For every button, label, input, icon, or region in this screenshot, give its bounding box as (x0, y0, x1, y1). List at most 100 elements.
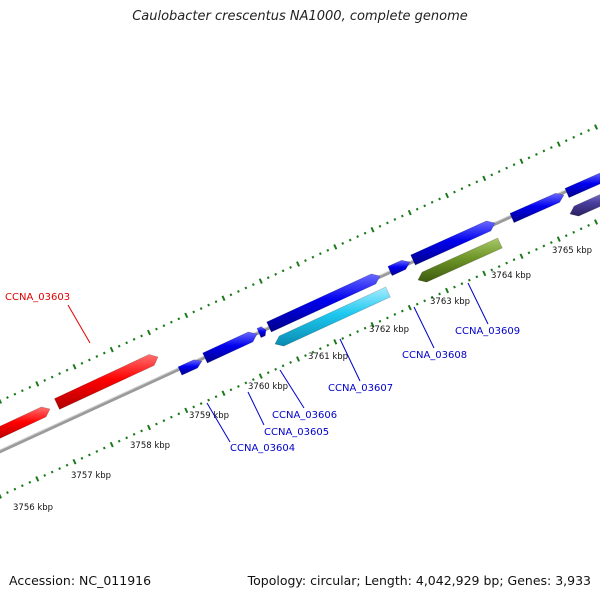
tick-mark (333, 244, 338, 250)
gene-label: CCNA_03603 (5, 292, 70, 303)
tick-mark (460, 187, 464, 191)
tick-marks (0, 124, 599, 499)
tick-mark (162, 419, 166, 423)
tick-mark (35, 476, 40, 482)
tick-mark (356, 235, 359, 239)
tick-mark (20, 484, 24, 488)
tick-mark (125, 341, 129, 345)
gene-arrow-blue (509, 192, 565, 223)
tick-mark (266, 371, 270, 375)
tick-mark (289, 266, 292, 269)
tick-mark (72, 458, 77, 465)
tick-mark (117, 344, 121, 348)
tick-mark (393, 313, 397, 316)
accession-text: Accession: NC_011916 (9, 573, 152, 588)
tick-mark (221, 390, 226, 397)
tick-mark (109, 441, 114, 448)
tick-mark (326, 248, 330, 252)
tick-mark (177, 412, 181, 416)
tick-mark (445, 287, 450, 294)
tick-mark (58, 372, 61, 376)
tick-mark (393, 218, 397, 221)
tick-mark (199, 307, 203, 310)
map-title: Caulobacter crescentus NA1000, complete … (132, 9, 468, 24)
tick-mark (356, 330, 359, 334)
gene-label: CCNA_03606 (272, 410, 337, 421)
tick-mark (407, 304, 412, 311)
gene-leader-line (247, 391, 265, 426)
tick-mark (258, 278, 263, 284)
tick-mark (80, 361, 84, 365)
tick-mark (274, 272, 278, 276)
tick-mark (564, 139, 568, 143)
tick-mark (415, 207, 419, 211)
tick-mark (199, 402, 203, 405)
tick-mark (423, 204, 427, 208)
genome-summary-text: Topology: circular; Length: 4,042,929 bp… (247, 573, 591, 588)
tick-mark (549, 241, 553, 244)
tick-mark (519, 158, 524, 165)
tick-mark (490, 173, 494, 177)
tick-mark (274, 367, 278, 371)
tick-mark (88, 453, 91, 457)
tick-mark (556, 141, 561, 147)
tick-mark (296, 356, 301, 362)
gene-arrow-blue (202, 331, 258, 364)
tick-mark (542, 244, 546, 248)
tick-mark (505, 261, 508, 265)
tick-mark (0, 398, 2, 404)
tick-mark (95, 355, 99, 358)
tick-mark (109, 346, 114, 353)
gene-label: CCNA_03605 (264, 427, 329, 438)
tick-mark (132, 432, 136, 436)
tick-mark (214, 300, 218, 304)
tick-mark (28, 480, 32, 484)
scale-labels: 3756 kbp 3757 kbp 3758 kbp 3759 kbp 3760 kbp… (13, 246, 592, 513)
tick-mark (594, 124, 599, 130)
tick-mark (453, 190, 456, 194)
tick-mark (415, 302, 419, 306)
tick-mark (43, 474, 47, 477)
scale-label: 3762 kbp (369, 325, 409, 335)
tick-mark (348, 333, 352, 337)
tick-mark (20, 389, 24, 393)
tick-mark (289, 361, 292, 364)
tick-mark (378, 224, 382, 228)
tick-mark (400, 214, 404, 218)
tick-mark (512, 163, 516, 167)
tick-mark (214, 395, 218, 399)
tick-mark (512, 258, 516, 262)
tick-mark (296, 261, 301, 267)
tick-mark (65, 368, 69, 372)
gene-leader-line (206, 402, 231, 443)
tick-mark (88, 358, 91, 362)
tick-mark (237, 289, 240, 293)
scale-label: 3761 kbp (308, 352, 348, 362)
tick-mark (319, 347, 322, 351)
tick-mark (147, 424, 152, 431)
tick-mark (102, 446, 106, 450)
tick-mark (229, 388, 233, 392)
scale-label: 3757 kbp (71, 471, 111, 481)
tick-mark (155, 422, 158, 426)
tick-mark (162, 324, 166, 328)
tick-mark (505, 166, 508, 170)
scale-label: 3760 kbp (248, 382, 288, 392)
gene-arrow-blue (256, 326, 267, 338)
tick-mark (572, 230, 576, 234)
tick-mark (102, 351, 106, 355)
tick-mark (192, 405, 196, 409)
scale-label: 3758 kbp (130, 441, 170, 451)
tick-mark (6, 396, 9, 399)
gene-label: CCNA_03608 (402, 350, 467, 361)
tick-mark (13, 392, 17, 396)
tick-mark (519, 253, 524, 260)
tick-mark (475, 180, 479, 184)
tick-mark (65, 463, 69, 467)
tick-mark (50, 470, 54, 474)
scale-label: 3764 kbp (491, 271, 531, 281)
gene-labels: CCNA_03603 CCNA_03604 CCNA_03605 CCNA_03606… (5, 282, 520, 454)
tick-mark (468, 278, 471, 282)
tick-mark (281, 269, 285, 273)
